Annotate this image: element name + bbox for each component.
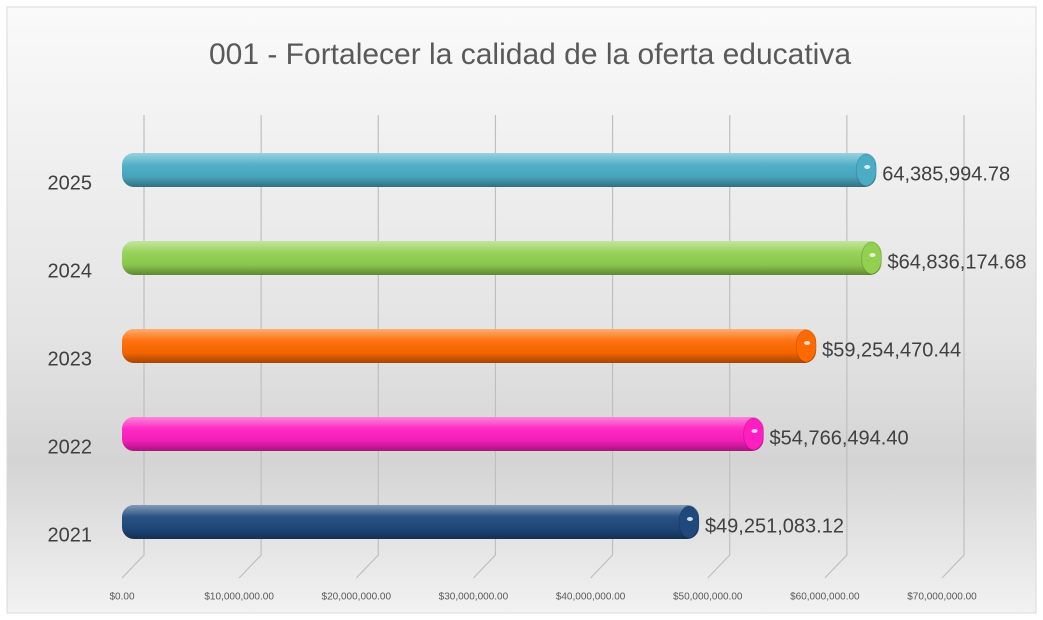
chart-title: 001 - Fortalecer la calidad de la oferta… bbox=[209, 38, 851, 71]
bar-end bbox=[861, 241, 883, 275]
x-tick-label: $40,000,000.00 bbox=[556, 592, 626, 603]
bar-shine bbox=[122, 417, 764, 451]
bar-highlight bbox=[686, 517, 693, 521]
x-tick-label: $30,000,000.00 bbox=[439, 592, 509, 603]
bar-highlight bbox=[804, 341, 811, 345]
x-tick-label: $70,000,000.00 bbox=[907, 592, 977, 603]
data-label: $49,251,083.12 bbox=[705, 515, 844, 537]
grid-line bbox=[941, 115, 965, 579]
bar-shine bbox=[122, 505, 699, 539]
bar-end bbox=[678, 505, 700, 539]
bar-end bbox=[795, 329, 817, 363]
x-tick-label: $60,000,000.00 bbox=[790, 592, 860, 603]
bar-shine bbox=[122, 153, 877, 187]
y-tick-label: 2024 bbox=[48, 260, 93, 282]
y-tick-label: 2023 bbox=[48, 348, 93, 370]
x-tick-label: $10,000,000.00 bbox=[204, 592, 274, 603]
x-tick-label: $50,000,000.00 bbox=[673, 592, 743, 603]
data-label: $59,254,470.44 bbox=[822, 339, 961, 361]
y-tick-label: 2021 bbox=[48, 524, 93, 546]
bar-shine bbox=[122, 329, 817, 363]
data-label: $64,836,174.68 bbox=[888, 251, 1027, 273]
x-tick-label: $0.00 bbox=[109, 592, 134, 603]
data-label: $54,766,494.40 bbox=[770, 427, 909, 449]
bar-highlight bbox=[751, 429, 758, 433]
y-tick-label: 2022 bbox=[48, 436, 93, 458]
bar-highlight bbox=[864, 165, 871, 169]
y-tick-label: 2025 bbox=[48, 172, 93, 194]
bar-end bbox=[743, 417, 765, 451]
data-label: 64,385,994.78 bbox=[882, 163, 1010, 185]
bar-end bbox=[855, 153, 877, 187]
x-tick-label: $20,000,000.00 bbox=[322, 592, 392, 603]
bar-shine bbox=[122, 241, 882, 275]
bar-highlight bbox=[869, 253, 876, 257]
